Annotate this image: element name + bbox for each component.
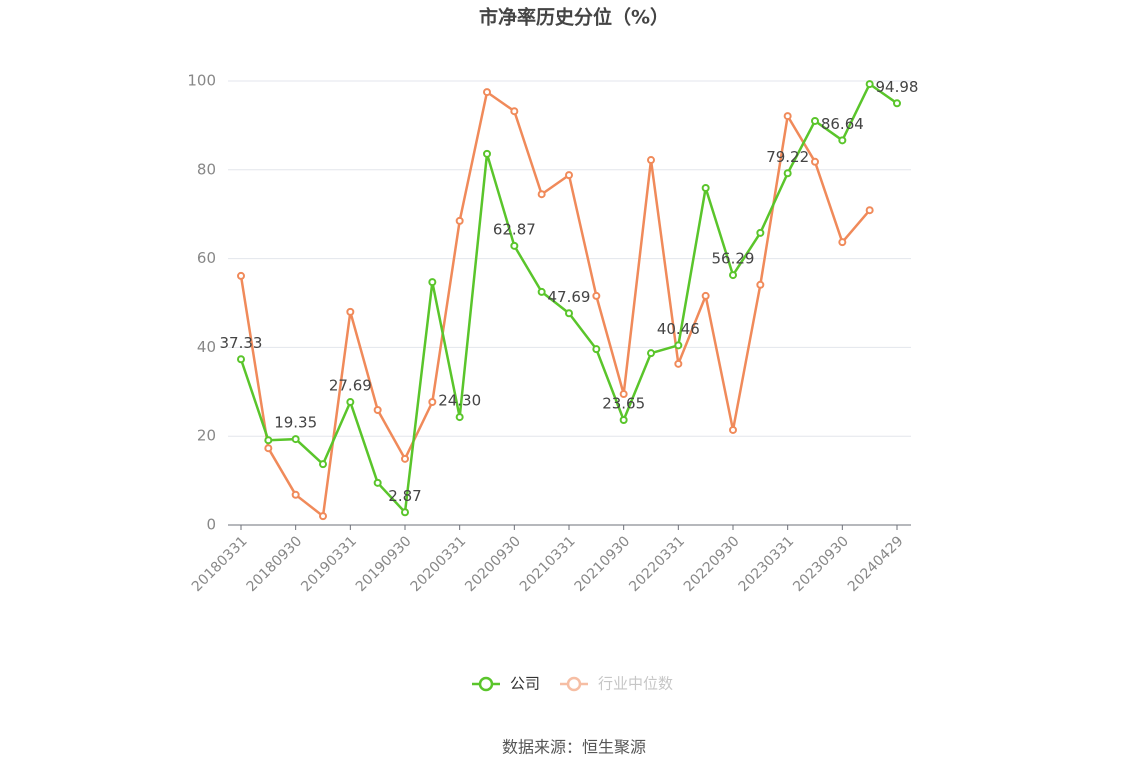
data-point (319, 460, 327, 469)
data-point (701, 184, 710, 193)
data-point (401, 454, 409, 463)
data-label: 24.30 (438, 392, 481, 410)
data-point (592, 345, 601, 354)
data-point (264, 444, 273, 453)
data-point (619, 415, 628, 424)
data-point (811, 116, 819, 125)
data-point (756, 228, 765, 237)
data-label: 19.35 (274, 414, 317, 432)
data-point (319, 512, 327, 521)
data-point (592, 291, 601, 300)
x-tick-label: 20190331 (298, 533, 360, 595)
legend-symbol (478, 676, 494, 692)
data-label: 94.98 (876, 78, 919, 96)
data-point (373, 406, 382, 415)
data-label: 2.87 (388, 487, 421, 505)
data-point (865, 206, 874, 215)
x-tick-label: 20190930 (353, 533, 415, 595)
data-point (729, 425, 737, 434)
data-point (483, 88, 491, 97)
x-tick-label: 20210331 (517, 533, 579, 595)
data-label: 23.65 (602, 394, 645, 412)
data-point (674, 359, 683, 368)
data-point (729, 271, 737, 280)
legend-symbol (566, 676, 582, 692)
data-point (838, 238, 847, 247)
data-point (237, 355, 245, 364)
data-point (373, 478, 382, 487)
data-point (455, 216, 464, 225)
data-point (674, 341, 683, 350)
data-point (401, 508, 409, 517)
y-tick-label: 0 (206, 516, 216, 534)
x-tick-label: 20220331 (626, 533, 688, 595)
x-tick-label: 20180930 (244, 533, 306, 595)
data-point (756, 280, 765, 289)
data-point (428, 398, 437, 407)
y-tick-label: 40 (197, 338, 216, 356)
y-tick-label: 100 (187, 72, 216, 90)
data-point (264, 436, 273, 445)
data-point (565, 309, 573, 318)
data-point (291, 435, 300, 444)
data-point (537, 190, 546, 199)
x-tick-label: 20240429 (845, 533, 907, 595)
data-point (838, 136, 847, 145)
data-label: 40.46 (657, 320, 700, 338)
data-point (237, 271, 245, 280)
data-point (291, 490, 300, 499)
x-tick-label: 20230930 (790, 533, 852, 595)
data-label: 79.22 (766, 148, 809, 166)
x-tick-label: 20210930 (572, 533, 634, 595)
data-point (510, 107, 519, 116)
data-label: 86.64 (821, 115, 864, 133)
data-point (783, 112, 792, 121)
x-tick-label: 20200331 (408, 533, 470, 595)
data-point (893, 99, 901, 108)
data-point (565, 171, 573, 180)
x-tick-label: 20230331 (736, 533, 798, 595)
data-point (537, 287, 546, 296)
y-tick-label: 60 (197, 249, 216, 267)
data-point (428, 278, 437, 287)
data-point (647, 156, 655, 165)
x-tick-label: 20180331 (189, 533, 251, 595)
series-line (239, 90, 871, 518)
legend-item[interactable]: 公司 (472, 675, 540, 693)
legend-label: 行业中位数 (598, 675, 673, 693)
legend-item[interactable]: 行业中位数 (560, 675, 673, 693)
data-point (483, 149, 491, 158)
data-point (510, 241, 519, 250)
data-point (346, 398, 355, 407)
data-point (647, 349, 655, 358)
x-tick-label: 20220930 (681, 533, 743, 595)
y-tick-label: 20 (197, 427, 216, 445)
data-point (455, 413, 464, 422)
data-point (865, 80, 874, 89)
data-point (346, 307, 355, 316)
data-label: 56.29 (712, 250, 755, 268)
data-label: 37.33 (220, 334, 263, 352)
source-note: 数据来源：恒生聚源 (502, 738, 646, 757)
chart-title: 市净率历史分位（%） (479, 6, 669, 29)
legend-label: 公司 (510, 675, 540, 693)
data-point (701, 291, 710, 300)
data-label: 27.69 (329, 377, 372, 395)
data-point (619, 390, 628, 399)
data-point (783, 169, 792, 178)
data-label: 62.87 (493, 220, 536, 238)
y-tick-label: 80 (197, 160, 216, 178)
data-label: 47.69 (548, 288, 591, 306)
data-point (811, 157, 819, 166)
x-tick-label: 20200930 (462, 533, 524, 595)
